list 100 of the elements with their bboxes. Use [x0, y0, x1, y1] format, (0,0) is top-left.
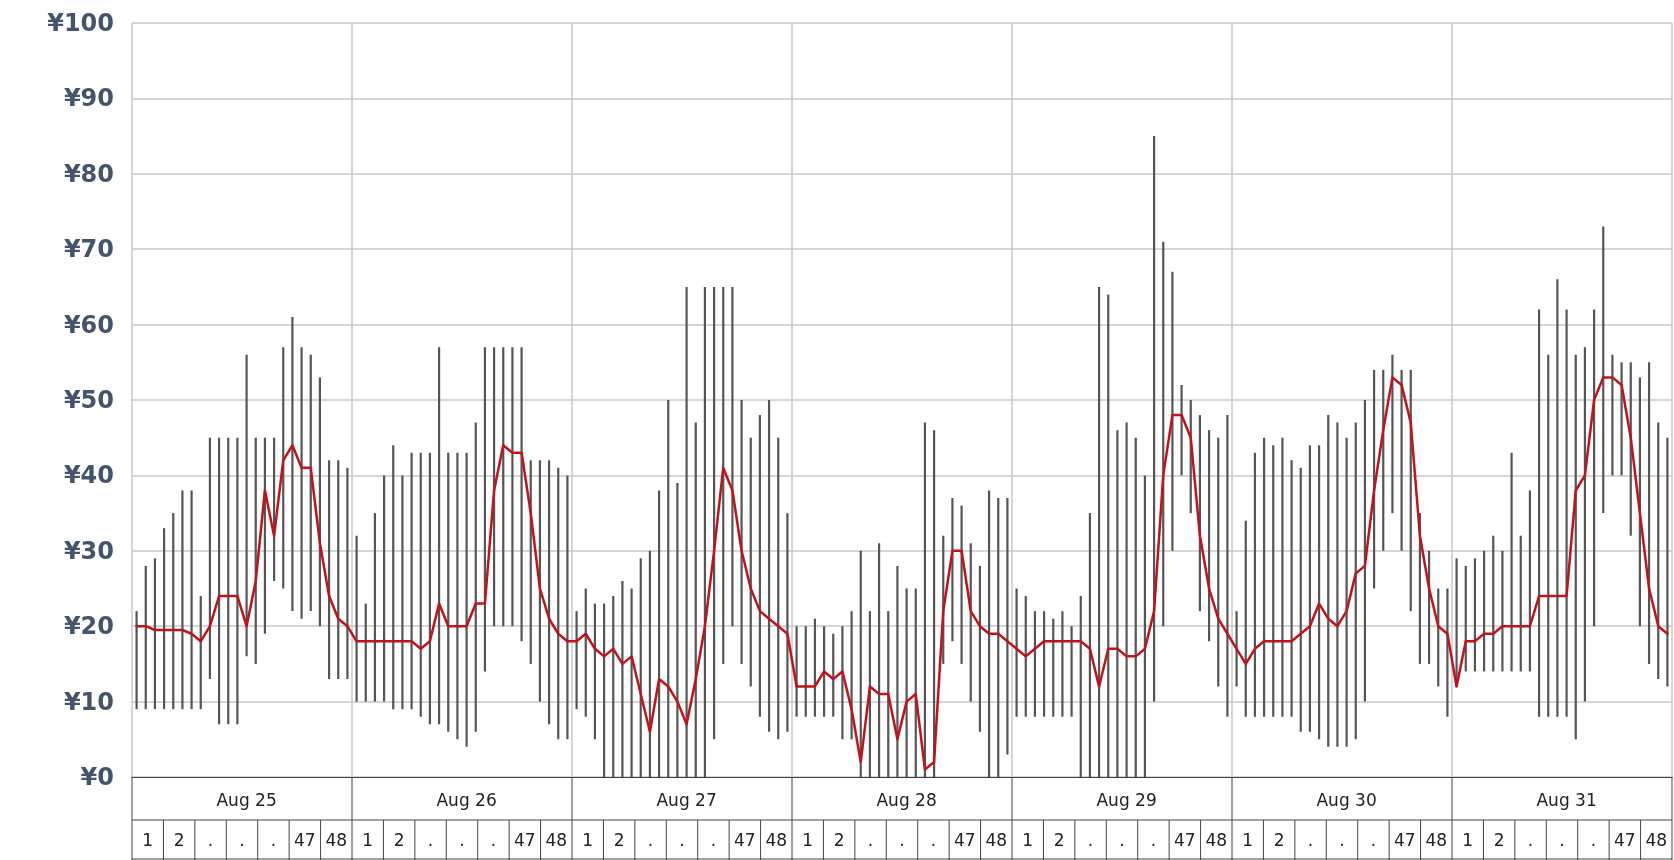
- bar: [1391, 354, 1394, 514]
- y-tick-label: ¥40: [63, 461, 114, 490]
- bar: [1565, 309, 1568, 717]
- text: 2: [1273, 830, 1285, 850]
- text: 47: [294, 830, 316, 850]
- text: .: [1119, 830, 1125, 850]
- bar: [382, 475, 386, 702]
- text: 47: [1174, 830, 1196, 850]
- bar: [1299, 467, 1302, 732]
- bar: [1281, 437, 1284, 717]
- bar: [877, 543, 881, 777]
- y-tick-label: ¥50: [63, 386, 114, 414]
- text: .: [710, 830, 717, 850]
- text: .: [239, 830, 245, 850]
- bar: [300, 347, 303, 619]
- text: 1: [1022, 830, 1034, 850]
- bar: [245, 354, 248, 657]
- bar: [1116, 430, 1119, 777]
- bar: [621, 580, 624, 777]
- bar: [987, 490, 991, 777]
- text: .: [1339, 830, 1345, 850]
- bar: [456, 452, 459, 740]
- bar: [1235, 611, 1238, 687]
- bar: [373, 513, 377, 702]
- text: .: [1307, 830, 1314, 850]
- text: .: [1150, 830, 1157, 850]
- bar: [1290, 460, 1293, 717]
- y-tick-label: ¥60: [63, 310, 114, 339]
- bar: [190, 490, 193, 710]
- bar: [1547, 354, 1550, 717]
- bar: [575, 611, 578, 710]
- text: 2: [173, 830, 185, 850]
- y-tick-label: ¥100: [47, 9, 114, 37]
- bar: [474, 422, 477, 732]
- bar: [1537, 309, 1541, 717]
- bar: [786, 513, 789, 732]
- bar: [135, 611, 138, 710]
- bar: [1262, 437, 1266, 717]
- text: 47: [954, 830, 976, 850]
- bar: [1510, 452, 1513, 672]
- bar: [236, 437, 239, 725]
- bar: [951, 498, 954, 642]
- text: 1: [142, 830, 154, 850]
- bar: [896, 565, 899, 777]
- text: 1: [802, 830, 814, 850]
- bar: [1556, 279, 1559, 717]
- bar: [777, 437, 780, 740]
- bar: [1125, 422, 1128, 777]
- text: .: [207, 830, 214, 850]
- bar: [1446, 588, 1449, 717]
- text: .: [867, 830, 874, 850]
- bar: [355, 535, 358, 702]
- text: .: [1559, 830, 1565, 850]
- text: 48: [765, 830, 788, 850]
- text: 1: [362, 830, 374, 850]
- text: .: [899, 830, 905, 850]
- text: 2: [1053, 830, 1065, 850]
- bar: [401, 475, 404, 710]
- bar: [346, 467, 349, 679]
- bar: [767, 400, 771, 732]
- bar: [1620, 362, 1623, 476]
- text: .: [270, 830, 277, 850]
- bar: [1061, 611, 1064, 717]
- bar: [419, 452, 422, 717]
- bar: [667, 400, 670, 777]
- text: 2: [393, 830, 405, 850]
- text: 2: [833, 830, 845, 850]
- bar: [1400, 369, 1403, 551]
- bar: [758, 415, 762, 717]
- y-tick-label: ¥70: [63, 235, 114, 264]
- bar: [1611, 354, 1614, 476]
- x-tick-label: Aug 28: [876, 789, 937, 810]
- x-tick-label: Aug 25: [216, 789, 277, 810]
- bar: [1171, 271, 1174, 551]
- line-series: [135, 376, 1669, 771]
- bar: [181, 490, 184, 710]
- x-tick-label: Aug 30: [1316, 789, 1377, 810]
- y-tick-label: ¥10: [63, 687, 114, 716]
- x-tick-label: Aug 27: [656, 789, 717, 810]
- bar: [997, 498, 1000, 777]
- text: 2: [613, 830, 625, 850]
- text: 48: [545, 830, 568, 850]
- bar: [1666, 437, 1669, 687]
- text: .: [1590, 830, 1597, 850]
- x-tick-label: Aug 26: [436, 789, 497, 810]
- bar: [1308, 445, 1312, 732]
- x-tick-label: Aug 31: [1536, 789, 1597, 810]
- bar: [1180, 384, 1183, 476]
- text: 47: [514, 830, 536, 850]
- text: 48: [1425, 830, 1448, 850]
- bar: [1253, 452, 1257, 717]
- bar: [1070, 626, 1073, 717]
- text: 48: [1645, 830, 1668, 850]
- bar: [1015, 588, 1018, 717]
- bar: [410, 452, 413, 710]
- bar: [1107, 294, 1110, 777]
- y-tick-label: ¥30: [63, 536, 114, 565]
- y-tick-label: ¥80: [63, 159, 114, 188]
- text: .: [1527, 830, 1534, 850]
- text: .: [679, 830, 685, 850]
